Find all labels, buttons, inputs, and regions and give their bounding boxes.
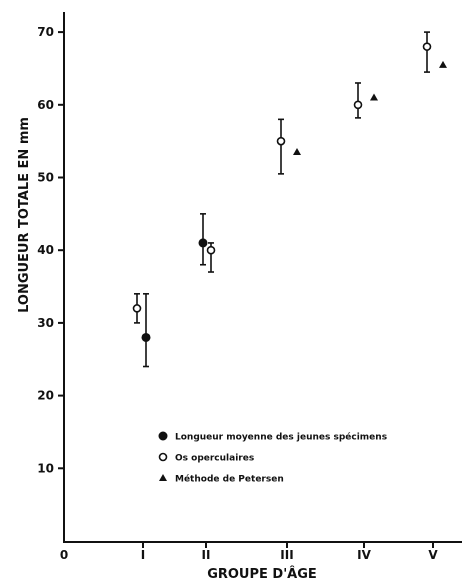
- y-tick-label: 10: [37, 461, 54, 475]
- x-axis-title: GROUPE D'ÂGE: [207, 566, 317, 581]
- data-point: [141, 332, 151, 342]
- y-axis-title: LONGUEUR TOTALE EN mm: [17, 117, 32, 313]
- data-point: [370, 93, 378, 101]
- x-tick-label: IV: [357, 548, 371, 562]
- data-point: [198, 238, 208, 248]
- legend-marker: [158, 431, 168, 441]
- y-tick-label: 70: [37, 25, 54, 39]
- data-point: [276, 136, 286, 146]
- data-point: [439, 60, 447, 68]
- y-tick-label: 20: [37, 389, 54, 403]
- x-tick-label: III: [280, 548, 293, 562]
- legend-label: Os operculaires: [175, 454, 254, 464]
- x-tick-label: II: [202, 548, 211, 562]
- x-tick-label: 0: [60, 548, 68, 562]
- y-tick-label: 30: [37, 316, 54, 330]
- legend-label: Méthode de Petersen: [175, 474, 284, 485]
- data-marks: [132, 31, 447, 368]
- data-point: [293, 148, 301, 156]
- legend: Longueur moyenne des jeunes spécimens Os …: [158, 431, 387, 485]
- x-tick-label: I: [141, 548, 145, 562]
- legend-marker: [159, 474, 167, 481]
- axes: [63, 12, 462, 543]
- y-tick-label: 50: [37, 171, 54, 185]
- y-tick-label: 40: [37, 243, 54, 257]
- legend-marker: [158, 452, 168, 462]
- data-point: [206, 245, 216, 255]
- legend-label: Longueur moyenne des jeunes spécimens: [175, 432, 387, 443]
- y-tick-label: 60: [37, 98, 54, 112]
- data-point: [132, 304, 142, 313]
- x-tick-label: V: [428, 548, 438, 562]
- data-point: [353, 100, 363, 110]
- data-point: [422, 42, 432, 51]
